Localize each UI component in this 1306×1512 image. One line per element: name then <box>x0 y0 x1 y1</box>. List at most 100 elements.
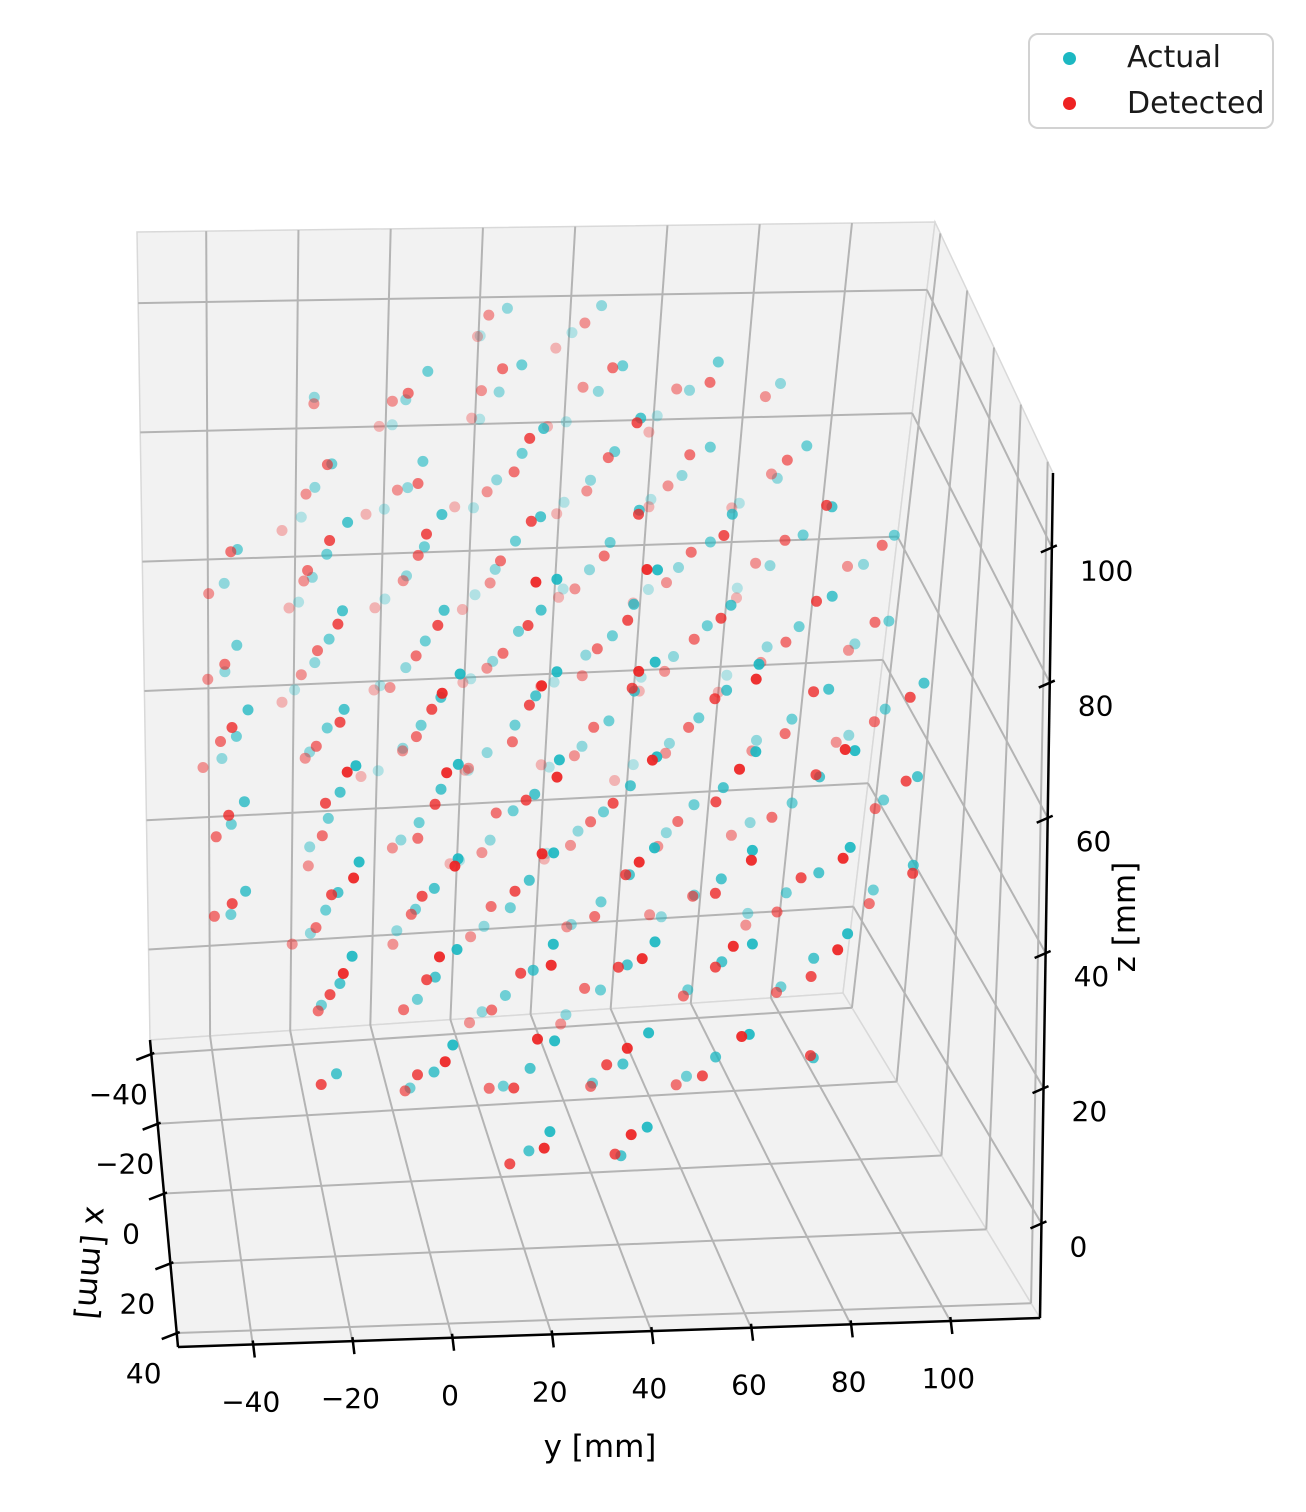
actual-point <box>535 604 547 616</box>
actual-point <box>240 885 252 897</box>
actual-point <box>912 771 923 783</box>
actual-point <box>642 584 654 595</box>
svg-text:−20: −20 <box>321 1382 380 1415</box>
detected-point <box>439 1056 451 1068</box>
z-axis-label: z [mm] <box>1107 862 1143 973</box>
y-axis-spine <box>177 1316 1041 1349</box>
detected-point <box>581 485 593 497</box>
detected-point <box>904 691 916 703</box>
actual-point <box>438 604 450 616</box>
detected-point <box>316 830 328 842</box>
detected-point <box>402 387 414 399</box>
detected-point <box>633 856 645 868</box>
detected-point <box>576 670 588 682</box>
svg-text:80: 80 <box>831 1365 867 1398</box>
actual-point <box>596 300 608 312</box>
detected-point <box>360 508 372 520</box>
actual-point <box>867 884 879 896</box>
detected-point <box>734 763 745 775</box>
actual-point <box>849 638 861 650</box>
detected-point <box>696 1070 708 1082</box>
detected-point <box>736 1031 748 1042</box>
actual-point <box>353 856 365 868</box>
detected-point <box>780 636 792 648</box>
actual-point <box>413 817 425 829</box>
actual-point <box>771 472 783 484</box>
detected-point <box>300 488 312 500</box>
actual-point <box>704 441 716 453</box>
detected-point <box>525 515 537 527</box>
detected-point <box>740 919 752 931</box>
detected-point <box>633 665 645 677</box>
actual-point <box>655 911 667 923</box>
detected-point <box>334 716 346 728</box>
detected-point <box>412 1069 423 1081</box>
actual-point <box>548 847 560 859</box>
detected-point <box>585 1080 597 1092</box>
svg-text:40: 40 <box>1074 960 1110 993</box>
actual-point <box>478 920 490 932</box>
actual-point <box>516 447 528 459</box>
actual-point <box>551 573 563 585</box>
detected-point <box>646 754 658 766</box>
detected-point <box>779 534 791 546</box>
detected-point <box>868 716 880 728</box>
actual-point <box>516 359 528 371</box>
actual-point <box>538 423 550 434</box>
actual-point <box>560 1009 572 1021</box>
detected-point <box>332 618 344 630</box>
detected-point <box>432 619 444 631</box>
detected-point <box>907 867 919 879</box>
actual-point <box>907 859 919 871</box>
detected-point <box>508 466 520 478</box>
detected-point <box>490 807 502 819</box>
detected-point <box>660 747 672 759</box>
actual-point <box>558 496 570 508</box>
detected-point <box>869 803 881 815</box>
actual-point <box>844 841 856 853</box>
actual-point <box>507 805 519 817</box>
detected-point <box>710 796 722 808</box>
detected-point <box>324 535 336 546</box>
y-axis-label: y [mm] <box>544 1429 657 1465</box>
actual-point <box>527 964 539 976</box>
detected-point <box>553 591 565 603</box>
detected-point <box>384 682 396 693</box>
actual-point <box>780 887 792 899</box>
detected-point <box>202 673 214 685</box>
actual-point <box>293 596 305 608</box>
detected-point <box>795 872 807 884</box>
actual-point <box>645 493 657 505</box>
detected-point <box>449 501 461 513</box>
detected-point <box>397 745 409 757</box>
detected-point <box>412 478 424 489</box>
detected-point <box>223 809 235 821</box>
actual-point <box>580 649 592 661</box>
detected-point <box>591 643 603 655</box>
actual-point <box>753 658 765 670</box>
actual-point <box>842 928 854 940</box>
detected-point <box>520 794 532 806</box>
detected-point <box>485 901 497 912</box>
actual-point <box>323 633 335 645</box>
actual-point <box>826 590 838 602</box>
actual-point <box>529 788 541 800</box>
detected-point <box>620 869 632 881</box>
actual-point <box>524 1062 536 1074</box>
detected-point <box>830 736 842 748</box>
detected-point <box>779 728 791 740</box>
actual-point <box>289 684 301 696</box>
legend: Actual Detected <box>1028 33 1274 129</box>
actual-point <box>295 511 307 523</box>
actual-point <box>793 621 805 633</box>
actual-point <box>693 712 705 724</box>
detected-point <box>405 908 417 920</box>
detected-point <box>536 848 548 860</box>
actual-point <box>627 759 639 771</box>
detected-point <box>481 662 493 674</box>
detected-point <box>622 614 634 626</box>
actual-point <box>775 378 786 389</box>
actual-point <box>565 919 577 930</box>
detected-point <box>607 362 619 374</box>
actual-point <box>218 577 230 589</box>
